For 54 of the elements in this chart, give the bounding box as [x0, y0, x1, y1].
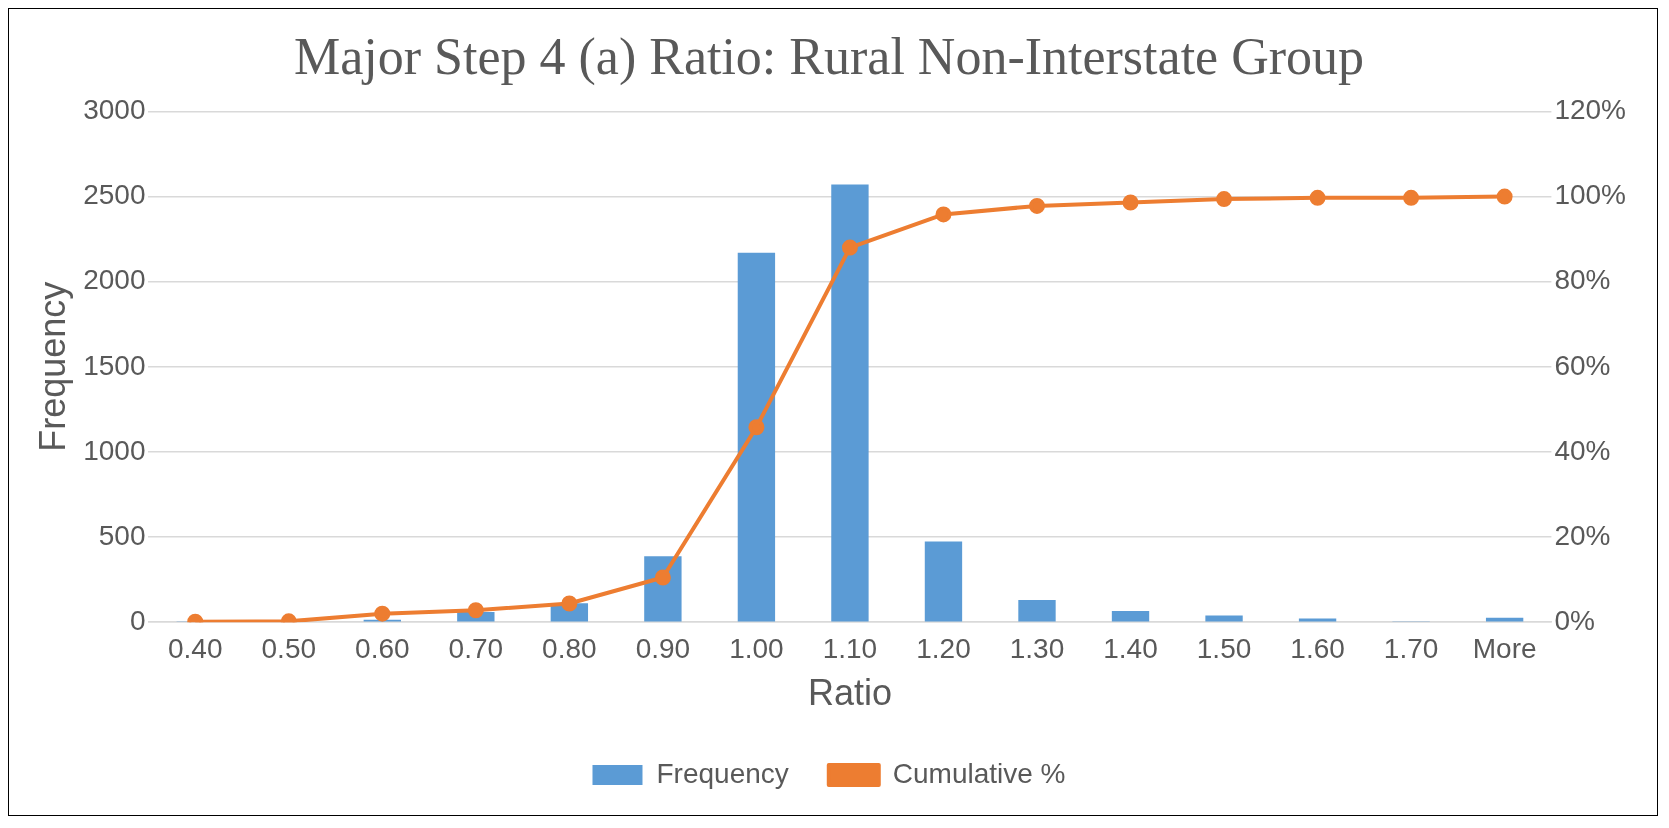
- point: [1403, 189, 1420, 206]
- x-tick-label: 1.30: [1009, 632, 1065, 664]
- x-tick-label: 0.80: [542, 632, 597, 664]
- point: [467, 602, 484, 619]
- point: [935, 206, 952, 223]
- bar: [924, 541, 963, 622]
- y-axis-title: Frequency: [31, 281, 73, 452]
- y2-tick-label: 120%: [1554, 94, 1627, 126]
- x-tick-label: 0.50: [261, 632, 317, 664]
- bar: [1205, 615, 1243, 622]
- y-tick-label: 500: [98, 519, 146, 551]
- bar: [831, 184, 869, 622]
- x-tick-label: 1.50: [1196, 632, 1252, 664]
- point: [1309, 189, 1326, 206]
- y-tick-label: 0: [129, 604, 146, 636]
- x-tick-label: 1.70: [1383, 632, 1439, 664]
- x-tick-label: 0.60: [355, 632, 410, 664]
- point: [561, 595, 578, 612]
- x-tick-label: 1.20: [916, 632, 971, 664]
- y2-tick-label: 20%: [1554, 519, 1611, 551]
- chart-title: Major Step 4 (a) Ratio: Rural Non-Interstate Group: [293, 27, 1365, 86]
- point: [1028, 197, 1045, 214]
- x-tick-label: 1.00: [729, 632, 784, 664]
- x-tick-label: 0.70: [448, 632, 504, 664]
- y2-tick-label: 60%: [1554, 349, 1611, 381]
- point: [1122, 194, 1139, 211]
- x-tick-label: 0.40: [168, 632, 223, 664]
- point: [748, 419, 765, 436]
- point: [374, 605, 391, 622]
- bar: [1111, 610, 1150, 622]
- y2-tick-label: 80%: [1554, 264, 1611, 296]
- y2-tick-label: 40%: [1554, 434, 1611, 466]
- y2-tick-label: 0%: [1554, 604, 1595, 636]
- y-tick-label: 2500: [83, 179, 146, 211]
- x-tick-label: 0.90: [635, 632, 691, 664]
- point: [1216, 191, 1233, 208]
- point: [841, 239, 858, 256]
- bar: [737, 252, 776, 622]
- x-tick-label: 1.40: [1103, 632, 1158, 664]
- y-tick-label: 1000: [83, 434, 146, 466]
- x-tick-label: 1.60: [1290, 632, 1345, 664]
- x-axis-title: Ratio: [807, 672, 892, 714]
- y-tick-label: 2000: [83, 264, 146, 296]
- bar: [1298, 618, 1337, 622]
- bar: [1018, 600, 1056, 622]
- legend-label: Frequency: [656, 757, 789, 789]
- y2-tick-label: 100%: [1554, 179, 1627, 211]
- y-tick-label: 1500: [83, 349, 146, 381]
- legend-label: Cumulative %: [892, 757, 1066, 789]
- point: [1496, 188, 1513, 205]
- x-tick-label: More: [1472, 632, 1537, 664]
- x-tick-label: 1.10: [822, 632, 878, 664]
- y-tick-label: 3000: [83, 94, 146, 126]
- point: [654, 569, 671, 586]
